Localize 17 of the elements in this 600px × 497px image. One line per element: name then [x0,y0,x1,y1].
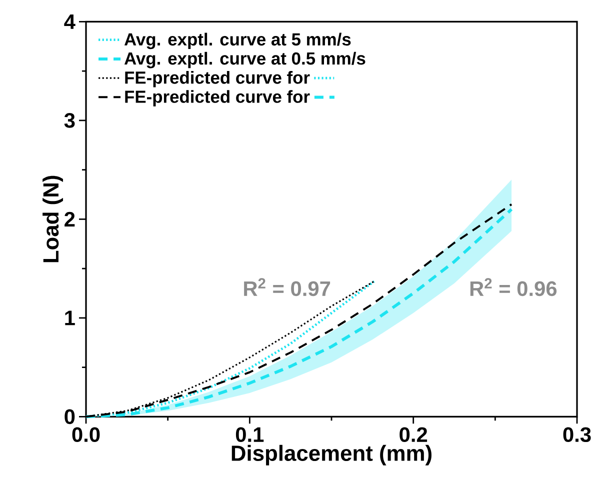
x-axis-title: Displacement (mm) [232,444,432,466]
legend-label: FE-predicted curve for [125,90,310,106]
y-tick-label: 4 [64,14,76,29]
y-tick-label: 1 [65,310,75,326]
x-tick-label: 0.2 [400,427,428,442]
x-tick-label: 0.3 [563,427,591,442]
y-axis-title: Load (N) [42,176,64,262]
annotation: R$^{2}$ = 0.96 [470,278,557,296]
legend-label: FE-predicted curve for [125,71,310,88]
x-tick-label: 0.0 [72,427,100,442]
y-tick-label: 2 [64,212,75,226]
x-tick-label: 0.1 [236,427,264,442]
annotation: R$^{2}$ = 0.97 [244,278,330,296]
y-tick-label: 0 [64,409,75,424]
legend-label: Avg. exptl. curve at 0.5 mm/s [124,52,366,68]
legend-label: Avg. exptl. curve at 5 mm/s [124,32,351,50]
y-tick-label: 3 [64,113,75,128]
